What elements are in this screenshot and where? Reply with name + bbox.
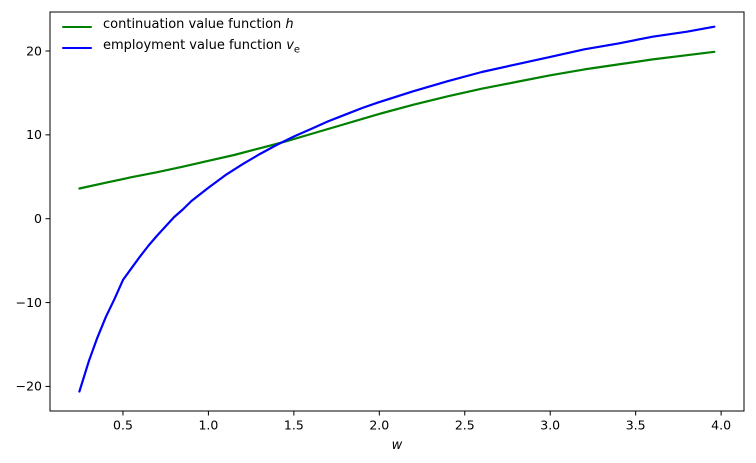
y-tick-label: 20: [26, 43, 42, 58]
axes-frame: [49, 11, 745, 412]
x-axis-ticks: 0.5 1.0 1.5 2.0 2.5 3.0 3.5 4.0: [113, 411, 731, 433]
y-tick-label: 0: [34, 211, 42, 226]
legend-label-h: continuation value function h: [103, 16, 294, 32]
x-tick-label: 3.0: [540, 418, 560, 433]
y-tick-label: 10: [26, 127, 42, 142]
y-axis-ticks: −20 −10 0 10 20: [16, 43, 50, 394]
legend: continuation value function h employment…: [62, 16, 301, 56]
curve-continuation-value-h: [78, 50, 716, 190]
legend-line-green: [62, 25, 92, 29]
legend-item-ve: employment value function ve: [62, 37, 301, 56]
x-tick-label: 4.0: [711, 418, 731, 433]
legend-item-h: continuation value function h: [62, 16, 300, 34]
curve-employment-value-ve: [78, 25, 716, 393]
legend-line-blue: [62, 46, 92, 50]
x-tick-label: 1.0: [198, 418, 218, 433]
y-tick-label: −20: [16, 379, 42, 394]
x-tick-label: 2.5: [455, 418, 475, 433]
x-tick-label: 3.5: [626, 418, 646, 433]
x-tick-label: 0.5: [113, 418, 133, 433]
y-tick-label: −10: [16, 295, 42, 310]
curves: [78, 25, 716, 393]
x-tick-label: 1.5: [284, 418, 304, 433]
x-tick-label: 2.0: [369, 418, 389, 433]
x-axis-label: w: [392, 438, 403, 453]
legend-label-ve: employment value function ve: [103, 37, 301, 56]
